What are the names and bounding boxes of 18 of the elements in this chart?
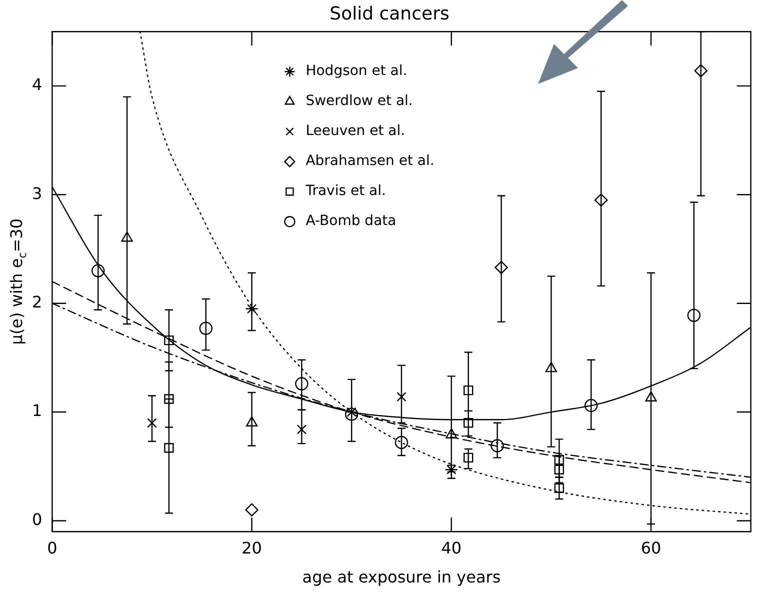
legend-label: Travis et al. bbox=[304, 183, 386, 200]
legend-label: Leeuven et al. bbox=[306, 123, 406, 140]
x-tick-label: 40 bbox=[441, 538, 462, 558]
legend-label: Hodgson et al. bbox=[306, 63, 408, 80]
legend-label: A-Bomb data bbox=[306, 213, 396, 230]
y-tick-label: 0 bbox=[32, 510, 42, 529]
y-tick-label: 1 bbox=[32, 401, 42, 420]
x-tick-label: 20 bbox=[242, 538, 262, 558]
x-axis-title: age at exposure in years bbox=[302, 568, 501, 587]
y-tick-label: 4 bbox=[32, 75, 42, 94]
legend-label: Swerdlow et al. bbox=[306, 93, 413, 110]
y-axis-title: μ(e) with ec=30 bbox=[7, 218, 29, 345]
y-tick-label: 3 bbox=[32, 184, 42, 203]
x-tick-label: 60 bbox=[640, 538, 662, 558]
legend-label: Abrahamsen et al. bbox=[306, 153, 434, 170]
y-tick-label: 2 bbox=[32, 292, 42, 312]
chart-title: Solid cancers bbox=[330, 3, 450, 24]
x-tick-label: 0 bbox=[47, 538, 58, 558]
